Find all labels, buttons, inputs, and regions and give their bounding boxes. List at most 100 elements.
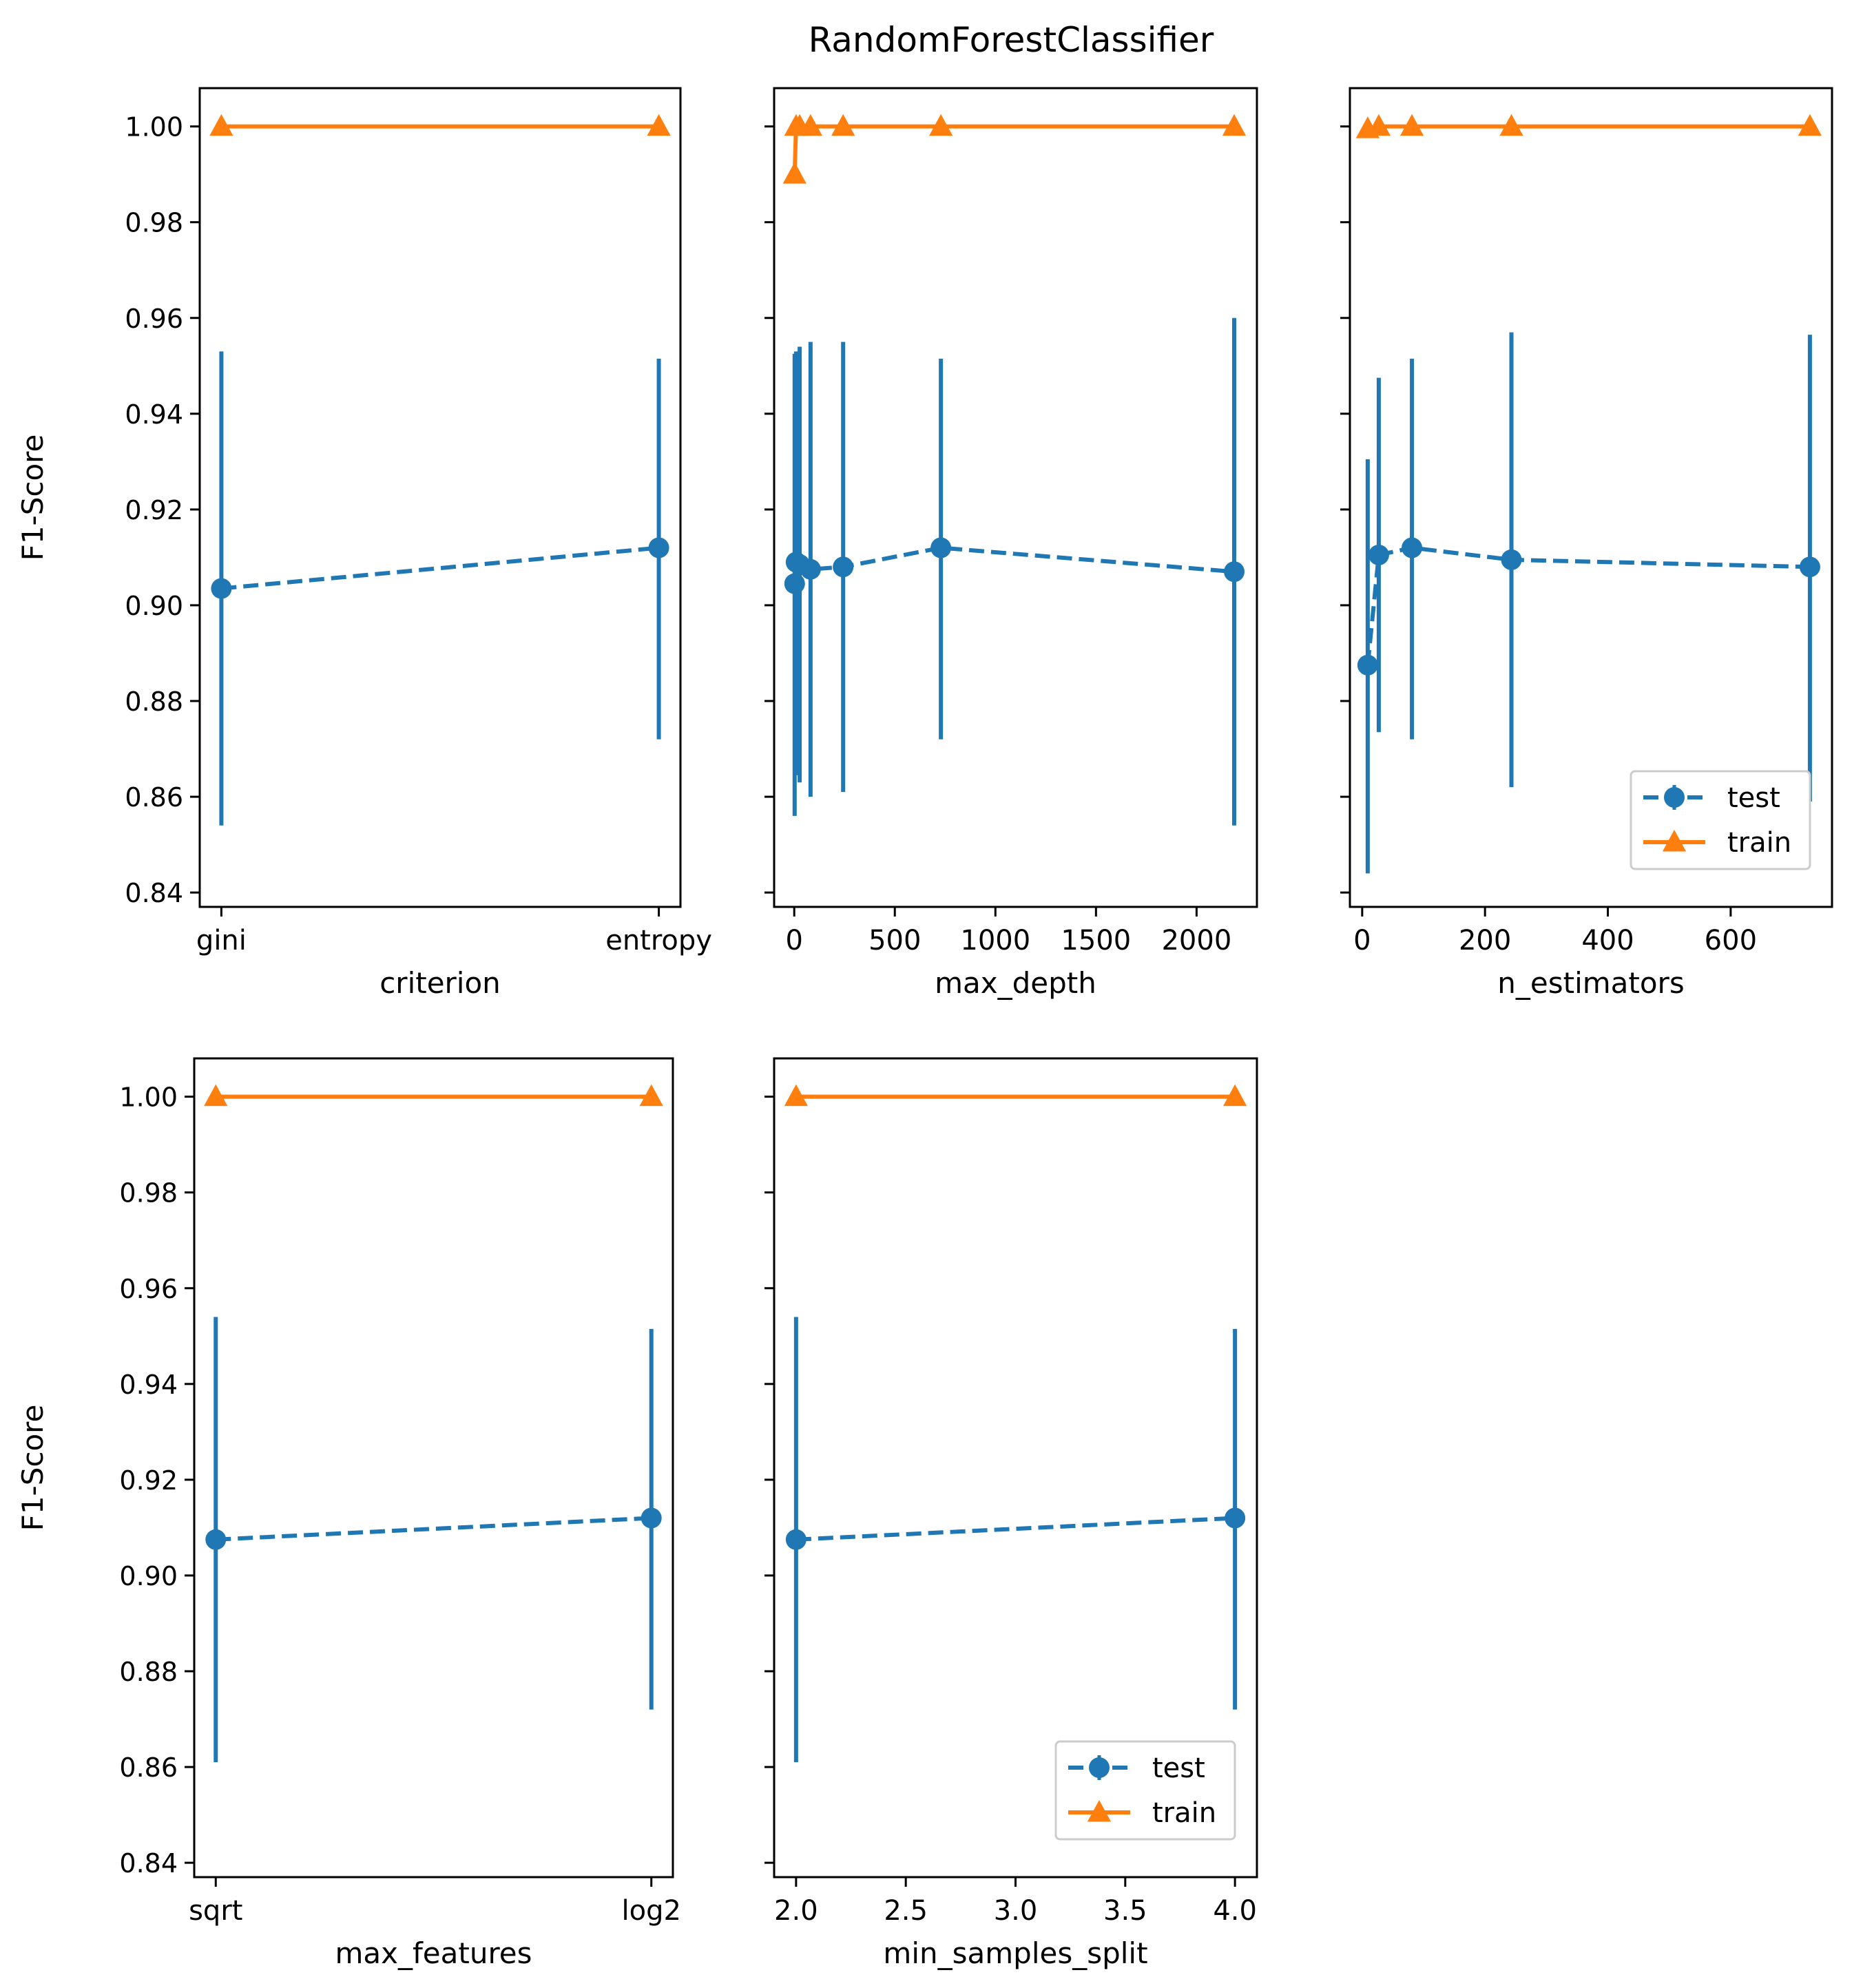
data-point <box>1223 1084 1247 1107</box>
y-tick-label: 0.92 <box>119 1465 178 1496</box>
data-point <box>784 573 805 594</box>
series-line <box>216 1516 652 1542</box>
data-point <box>648 537 669 558</box>
series-train <box>782 114 1247 184</box>
subplot-min_samples_split: 2.0 2.5 3.0 3.5 4.0 min_samples_split test trai… <box>764 1057 1258 1970</box>
x-axis-label: criterion <box>379 966 501 1000</box>
subplot-n_estimators: 0 200 400 600 n_estimators test train <box>1340 87 1833 1000</box>
series-test <box>1357 332 1820 874</box>
y-tick-label: 0.92 <box>125 495 183 525</box>
axes-frame <box>773 87 1258 908</box>
data-point <box>1368 544 1389 565</box>
y-tick-label: 0.88 <box>119 1657 178 1687</box>
y-tick-label: 0.98 <box>119 1178 178 1209</box>
x-tick-label: log2 <box>622 1895 681 1927</box>
x-tick-label: 3.0 <box>994 1895 1038 1927</box>
y-axis-label: F1-Score <box>16 1405 50 1531</box>
series-line <box>221 545 659 591</box>
legend-train-marker <box>1087 1800 1112 1822</box>
data-point <box>1798 114 1822 136</box>
y-tick-label: 0.96 <box>119 1274 178 1304</box>
series-line <box>795 1516 1236 1542</box>
y-tick-label: 0.90 <box>125 591 183 621</box>
data-point <box>641 1507 662 1529</box>
series-test <box>785 1317 1246 1763</box>
data-point <box>639 1084 663 1107</box>
legend-test-label: test <box>1152 1752 1205 1784</box>
x-tick-label: 1000 <box>960 925 1030 956</box>
data-point <box>930 537 952 558</box>
legend-test-label: test <box>1727 782 1780 814</box>
data-point <box>647 114 671 136</box>
x-tick-label: 3.5 <box>1103 1895 1147 1927</box>
y-tick-label: 1.00 <box>119 1082 178 1113</box>
x-tick-label: 1500 <box>1061 925 1131 956</box>
data-point <box>798 114 822 136</box>
subplot-max_features: 0.84 0.86 0.88 0.90 0.92 0.94 0.96 0.98 1.00 sqrt… <box>16 1057 681 1970</box>
y-tick-label: 0.86 <box>119 1752 178 1783</box>
x-axis-label: min_samples_split <box>883 1936 1147 1970</box>
legend-test-marker <box>1664 787 1685 808</box>
y-tick-label: 0.84 <box>125 878 183 908</box>
axes-frame <box>193 1057 674 1879</box>
data-point <box>1399 114 1424 136</box>
y-tick-label: 0.84 <box>119 1848 178 1879</box>
series-test <box>205 1317 662 1763</box>
legend-train-label: train <box>1727 827 1791 859</box>
x-tick-label: 2.0 <box>774 1895 818 1927</box>
y-tick-label: 0.96 <box>125 304 183 334</box>
figure-title: RandomForestClassifier <box>809 20 1214 60</box>
axes-frame <box>773 1057 1258 1879</box>
data-point <box>784 1084 808 1107</box>
x-tick-label: 2.5 <box>884 1895 928 1927</box>
data-point <box>1366 114 1391 136</box>
y-tick-label: 0.94 <box>125 399 183 430</box>
series-test <box>784 317 1245 826</box>
x-axis-label: n_estimators <box>1497 966 1684 1000</box>
series-line <box>1367 124 1810 132</box>
data-point <box>929 114 953 136</box>
data-point <box>785 1529 806 1550</box>
y-tick-label: 0.98 <box>125 208 183 238</box>
x-tick-label: 500 <box>868 925 921 956</box>
y-tick-label: 0.94 <box>119 1370 178 1400</box>
x-tick-label: gini <box>196 925 247 956</box>
x-tick-label: 0 <box>1353 925 1371 956</box>
x-tick-label: 600 <box>1705 925 1757 956</box>
x-tick-label: entropy <box>605 925 712 956</box>
subplot-max_depth: 0 500 1000 1500 2000 max_depth <box>764 87 1258 1000</box>
subplot-criterion: 0.84 0.86 0.88 0.90 0.92 0.94 0.96 0.98 1.00 gini… <box>16 87 712 1000</box>
series-train <box>204 1084 663 1107</box>
data-point <box>1499 114 1523 136</box>
legend-train-label: train <box>1152 1797 1216 1829</box>
y-tick-label: 1.00 <box>125 112 183 143</box>
legend: test train <box>1630 770 1811 870</box>
x-axis-label: max_depth <box>935 966 1096 1000</box>
data-point <box>1501 549 1522 570</box>
series-train <box>209 114 671 136</box>
data-point <box>800 558 821 580</box>
axes-frame <box>1349 87 1833 908</box>
data-point <box>205 1529 227 1550</box>
data-point <box>1357 654 1378 676</box>
legend-train-marker <box>1662 830 1687 852</box>
series-test <box>211 351 669 826</box>
data-point <box>211 578 232 599</box>
x-tick-label: 200 <box>1459 925 1511 956</box>
data-point <box>831 114 855 136</box>
x-tick-label: sqrt <box>189 1895 242 1927</box>
y-tick-label: 0.88 <box>125 687 183 717</box>
y-tick-label: 0.90 <box>119 1561 178 1591</box>
y-axis-label: F1-Score <box>16 435 50 561</box>
x-tick-label: 400 <box>1581 925 1634 956</box>
series-train <box>1355 114 1822 138</box>
legend: test train <box>1054 1740 1236 1841</box>
data-point <box>1402 537 1423 558</box>
data-point <box>1222 114 1247 136</box>
x-axis-label: max_features <box>335 1936 532 1970</box>
data-point <box>782 162 806 184</box>
x-tick-label: 0 <box>785 925 802 956</box>
axes-frame <box>198 87 682 908</box>
x-tick-label: 4.0 <box>1213 1895 1257 1927</box>
